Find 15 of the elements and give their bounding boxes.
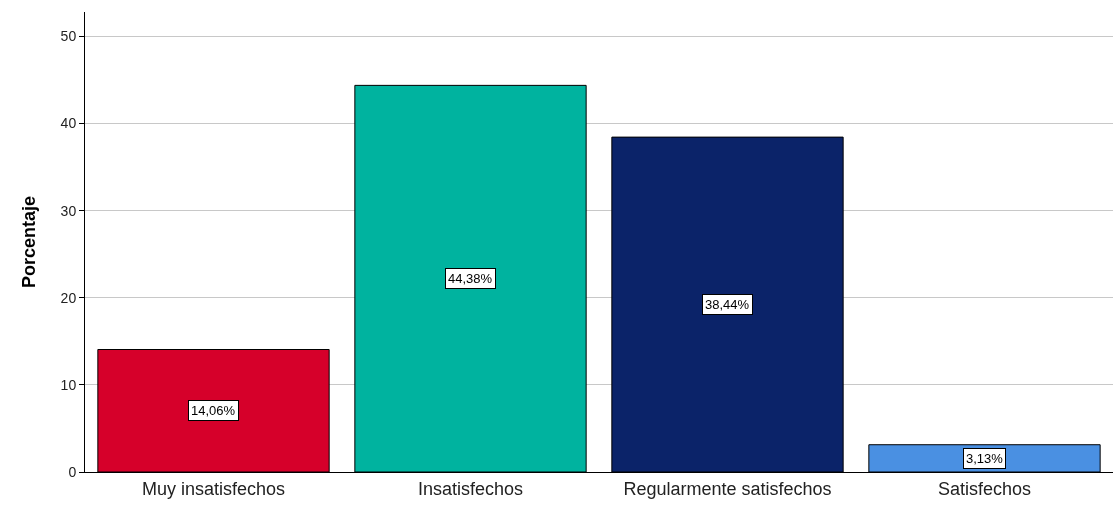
y-tick-label: 40: [60, 115, 77, 132]
y-tick-label: 20: [60, 289, 77, 306]
data-label: 3,13%: [966, 451, 1004, 466]
x-tick-label: Regularmente satisfechos: [623, 478, 832, 499]
y-tick-label: 0: [68, 463, 77, 480]
data-label: 44,38%: [448, 271, 493, 286]
y-tick-label: 30: [60, 202, 77, 219]
data-label: 14,06%: [191, 403, 236, 418]
y-tick-label: 10: [60, 376, 77, 393]
x-tick-label: Satisfechos: [937, 478, 1032, 499]
y-tick-label: 50: [60, 28, 77, 45]
x-tick-label: Insatisfechos: [417, 478, 524, 499]
y-axis-title: Porcentaje: [18, 195, 39, 289]
data-label: 38,44%: [705, 297, 750, 312]
x-tick-label: Muy insatisfechos: [141, 478, 286, 499]
